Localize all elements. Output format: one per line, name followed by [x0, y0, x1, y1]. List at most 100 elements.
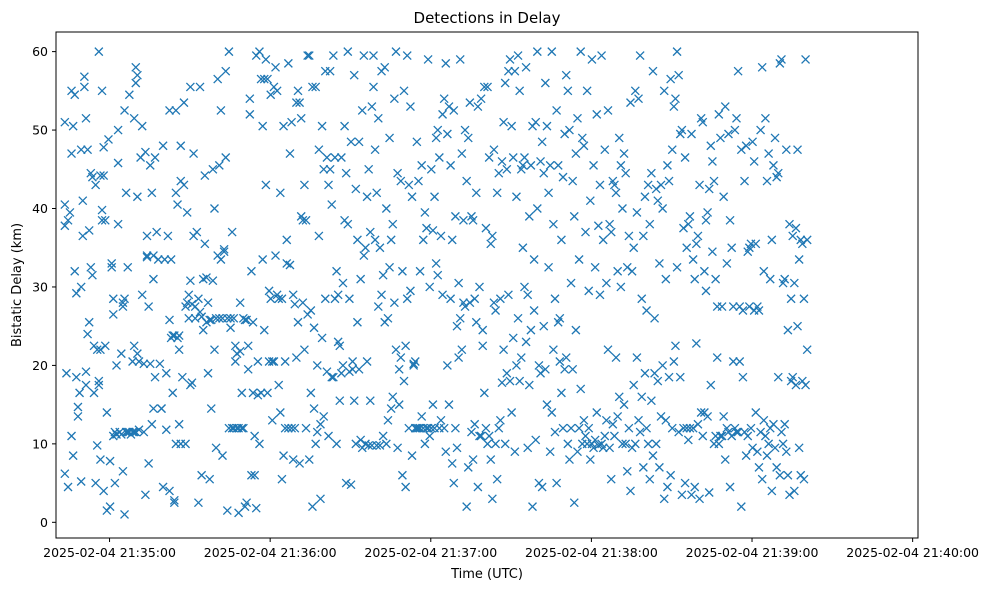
data-point: [765, 274, 775, 284]
data-point: [248, 388, 258, 398]
data-point: [163, 231, 173, 241]
data-point: [104, 135, 113, 144]
data-point: [433, 125, 443, 135]
data-point: [780, 274, 790, 284]
data-point: [714, 109, 724, 119]
data-point: [526, 160, 536, 170]
data-point: [703, 411, 713, 421]
y-tick-label: 40: [32, 201, 48, 216]
data-point: [462, 176, 472, 186]
data-point: [707, 156, 717, 166]
data-point: [102, 408, 112, 417]
data-point: [256, 74, 266, 84]
data-point: [147, 419, 157, 429]
data-point: [666, 74, 676, 84]
data-point: [383, 415, 393, 425]
data-point: [677, 125, 687, 135]
data-point: [216, 105, 226, 115]
data-point: [447, 459, 457, 468]
data-point: [380, 62, 390, 72]
data-point: [128, 427, 138, 437]
data-point: [441, 58, 451, 68]
data-point: [454, 278, 464, 288]
data-point: [521, 337, 531, 347]
data-point: [671, 94, 680, 104]
data-point: [105, 502, 115, 512]
data-point: [328, 51, 338, 60]
data-point: [100, 215, 110, 225]
data-point: [661, 415, 671, 425]
data-point: [717, 431, 727, 441]
data-point: [666, 470, 676, 480]
data-point: [312, 427, 322, 437]
data-point: [60, 200, 70, 210]
data-point: [593, 221, 603, 231]
data-point: [92, 345, 102, 355]
data-point: [725, 215, 735, 225]
data-point: [494, 423, 504, 433]
data-point: [550, 427, 560, 437]
data-point: [369, 82, 378, 92]
data-point: [283, 423, 293, 433]
data-point: [389, 298, 399, 308]
data-point: [120, 510, 129, 519]
data-point: [626, 486, 635, 496]
data-point: [258, 121, 268, 131]
data-point: [508, 153, 518, 162]
data-point: [531, 435, 541, 445]
data-point: [494, 168, 504, 178]
data-point: [492, 188, 502, 198]
data-point: [495, 294, 505, 304]
data-point: [203, 298, 213, 308]
data-point: [531, 117, 541, 127]
data-point: [420, 207, 430, 217]
data-point: [200, 171, 210, 181]
data-point: [720, 455, 730, 465]
data-point: [786, 294, 796, 304]
data-point: [616, 282, 626, 292]
data-point: [601, 278, 611, 288]
data-point: [362, 357, 372, 366]
data-point: [733, 427, 743, 437]
data-point: [725, 482, 735, 492]
data-point: [295, 459, 305, 468]
data-point: [502, 164, 512, 174]
data-point: [605, 219, 615, 229]
data-point: [145, 160, 155, 170]
data-point: [638, 462, 648, 472]
data-point: [635, 427, 645, 437]
data-point: [791, 223, 801, 233]
data-point: [65, 207, 75, 217]
data-point: [582, 86, 592, 96]
data-point: [271, 251, 280, 261]
data-point: [415, 266, 425, 276]
data-point: [650, 313, 660, 323]
data-point: [548, 219, 558, 229]
data-point: [574, 423, 584, 433]
data-point: [529, 306, 539, 315]
data-point: [97, 215, 107, 225]
data-point: [730, 125, 740, 135]
data-point: [174, 345, 184, 355]
data-point: [81, 380, 91, 390]
data-point: [79, 72, 89, 82]
data-point: [238, 423, 248, 433]
data-point: [590, 435, 600, 445]
data-point: [71, 288, 81, 298]
data-point: [608, 419, 618, 429]
data-point: [335, 396, 345, 406]
data-point: [147, 188, 157, 198]
data-point: [269, 357, 279, 366]
y-tick-label: 0: [40, 515, 48, 530]
data-point: [793, 321, 802, 331]
data-point: [309, 404, 319, 414]
data-point: [137, 121, 147, 131]
data-point: [438, 109, 448, 119]
data-point: [778, 439, 788, 449]
data-point: [206, 404, 216, 414]
data-point: [78, 196, 88, 206]
data-point: [547, 47, 557, 57]
data-point: [687, 490, 696, 500]
data-point: [471, 317, 481, 327]
data-point: [287, 423, 297, 433]
